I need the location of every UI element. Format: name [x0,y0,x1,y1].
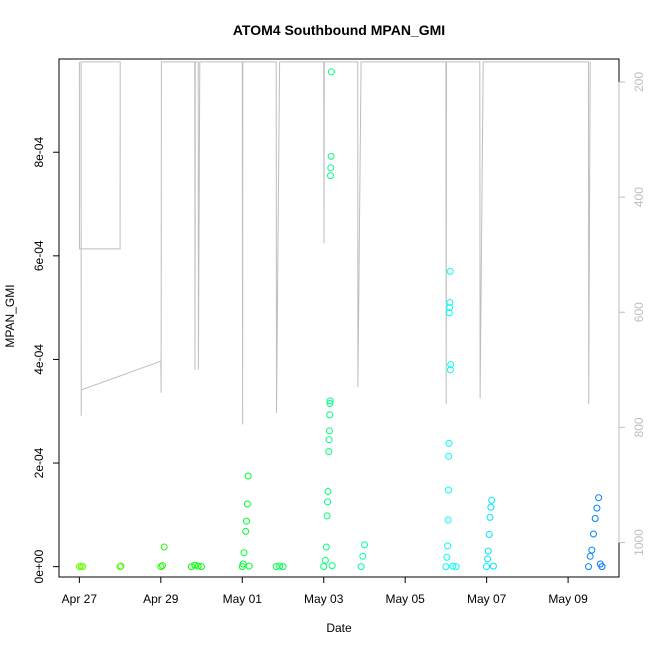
data-point [325,448,333,456]
data-point [244,472,252,480]
data-point [445,439,453,447]
right-y-tick-label: 1000 [632,529,646,556]
data-point [442,563,450,571]
data-point [486,513,494,521]
data-point [452,563,460,571]
data-point [445,486,452,494]
data-points-layer [75,68,606,571]
data-point [485,531,493,538]
data-point [187,563,195,571]
data-point [585,563,592,571]
y-tick-label: 8e-04 [32,137,46,168]
data-point [327,164,335,172]
x-tick-label: May 03 [304,592,344,606]
plot-frame [58,58,620,578]
data-point [327,172,334,180]
data-point [324,488,332,495]
data-point [243,517,250,525]
data-point [445,309,453,317]
x-axis-label: Date [326,621,352,635]
data-point [79,563,87,571]
data-point [446,304,454,312]
data-point [446,299,454,306]
data-point [327,152,335,160]
data-point [194,562,202,570]
chart-title: ATOM4 Southbound MPAN_GMI [233,22,445,38]
data-point [449,562,457,570]
data-point [489,562,497,570]
data-point [326,411,334,419]
pressure-line-layer [78,61,591,425]
data-point [243,500,251,508]
data-point [242,527,250,535]
data-point [276,562,284,570]
x-tick-label: May 01 [223,592,263,606]
data-point [191,561,199,569]
data-point [446,366,454,374]
x-tick-label: May 09 [548,592,588,606]
data-point [484,555,491,563]
x-tick-label: Apr 29 [143,592,179,606]
x-tick-label: Apr 27 [62,592,98,606]
data-point [323,512,331,520]
data-point [239,560,247,568]
y-axis-label: MPAN_GMI [3,284,17,347]
data-point [357,563,365,571]
data-point [488,496,496,504]
data-point [325,427,333,435]
data-point [160,543,168,551]
data-point [279,563,287,571]
data-point [588,546,596,554]
data-point [159,562,166,570]
data-point [157,563,165,571]
pressure-line [78,61,591,425]
data-point [444,542,452,550]
data-point [591,515,599,522]
axes-layer: Apr 27 Apr 29 May 01 May 03 May 05 May 07 May … [32,58,646,606]
data-point [198,563,205,571]
data-point [586,552,594,560]
data-point [327,68,335,76]
x-tick-label: May 05 [386,592,426,606]
data-point [359,552,367,560]
data-point [117,562,125,570]
data-point [593,504,601,512]
data-point [443,553,451,561]
data-point [445,452,453,460]
data-point [484,547,492,555]
data-point [446,267,454,275]
data-point [272,563,280,571]
data-point [487,503,495,511]
data-point [361,541,368,549]
data-point [320,563,328,571]
data-point [321,556,329,564]
data-point [326,400,334,407]
data-point [590,530,597,538]
data-point [326,397,334,405]
y-tick-label: 4e-04 [32,344,46,375]
data-point [322,543,330,551]
data-point [447,361,455,369]
y-tick-label: 6e-04 [32,240,46,271]
data-point [444,516,452,524]
data-point [240,549,248,557]
right-y-tick-label: 800 [632,417,646,437]
data-point [325,436,333,444]
y-tick-label: 0e+00 [32,549,46,583]
data-point [595,494,603,502]
x-tick-label: May 07 [467,592,507,606]
y-tick-label: 2e-04 [32,447,46,478]
data-point [483,563,491,571]
right-y-tick-label: 600 [632,302,646,322]
data-point [328,562,336,570]
right-y-tick-label: 200 [632,72,646,92]
right-y-tick-label: 400 [632,187,646,207]
data-point [324,498,331,506]
data-point [245,562,253,570]
data-point [598,563,606,571]
